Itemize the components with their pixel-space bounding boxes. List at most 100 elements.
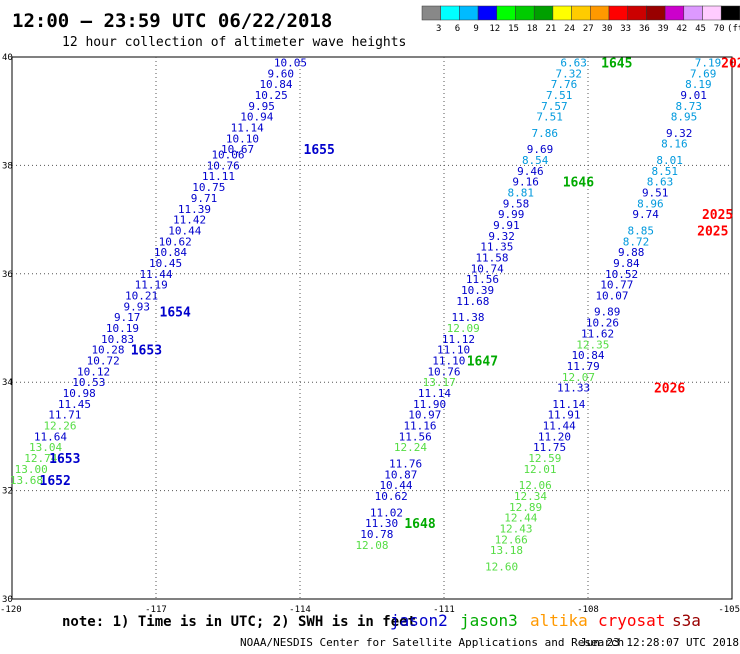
swh-value-label: 9.74: [632, 208, 659, 221]
swh-value-label: 11.42: [173, 214, 206, 227]
swh-value-label: 7.69: [690, 67, 717, 80]
swh-value-label: 11.39: [178, 203, 211, 216]
chart-title: 12:00 – 23:59 UTC 06/22/2018: [12, 10, 332, 32]
swh-value-label: 10.05: [274, 56, 307, 69]
x-tick-label: -111: [433, 605, 455, 615]
plot-frame: [11, 56, 733, 600]
swh-value-label: 11.10: [432, 355, 465, 368]
footer-note: note: 1) Time is in UTC; 2) SWH is in fe…: [62, 614, 416, 630]
colorbar-swatch: [496, 5, 516, 21]
pass-time-label: 2025: [697, 224, 728, 239]
pass-time-label: 1646: [563, 176, 594, 191]
colorbar-label: 27: [583, 24, 594, 34]
colorbar-swatch: [683, 5, 703, 21]
swh-value-label: 10.52: [605, 268, 638, 281]
swh-value-label: 9.01: [680, 89, 707, 102]
swh-value-label: 11.14: [552, 398, 585, 411]
swh-value-label: 7.32: [556, 67, 583, 80]
swh-value-label: 10.28: [91, 344, 124, 357]
satellite-legend-jason2: jason2: [390, 611, 448, 630]
swh-value-label: 9.89: [594, 306, 621, 319]
swh-value-label: 9.95: [248, 100, 275, 113]
swh-value-label: 7.51: [536, 111, 563, 124]
wave-height-points: 10.059.6010.8410.259.9510.9411.1410.1010…: [10, 56, 721, 573]
swh-value-label: 9.60: [268, 67, 295, 80]
swh-value-label: 9.91: [493, 219, 520, 232]
swh-value-label: 13.18: [490, 544, 523, 557]
swh-value-label: 9.69: [527, 143, 554, 156]
swh-value-label: 12.26: [43, 420, 76, 433]
colorbar-swatch: [608, 5, 628, 21]
swh-value-label: 13.68: [10, 474, 43, 487]
satellite-legend: jason2 jason3 altika cryosat s3a: [390, 611, 701, 630]
swh-value-label: 11.68: [456, 295, 489, 308]
y-tick-label: 40: [2, 53, 13, 63]
swh-value-label: 12.43: [499, 523, 532, 536]
swh-value-label: 11.10: [437, 344, 470, 357]
swh-value-label: 12.89: [509, 501, 542, 514]
swh-value-label: 10.53: [72, 376, 105, 389]
colorbar-label: 12: [489, 24, 500, 34]
x-tick-label: -105: [718, 605, 740, 615]
swh-value-label: 8.73: [676, 100, 703, 113]
swh-value-label: 10.10: [226, 132, 259, 145]
pass-time-label: 1645: [601, 56, 632, 71]
y-tick-label: 32: [2, 487, 13, 497]
pass-time-labels: 1655 1654 1653 1653 1652 1645 1646 1647 1648 2024…: [40, 56, 740, 532]
swh-value-label: 10.67: [221, 143, 254, 156]
swh-value-label: 11.58: [475, 252, 508, 265]
swh-value-label: 11.14: [418, 387, 451, 400]
swh-value-label: 12.01: [523, 463, 556, 476]
swh-value-label: 11.30: [365, 517, 398, 530]
swh-value-label: 10.07: [595, 289, 628, 302]
swh-value-label: 10.84: [259, 78, 292, 91]
swh-value-label: 10.45: [149, 257, 182, 270]
swh-value-label: 10.21: [125, 289, 158, 302]
swh-value-label: 10.98: [63, 387, 96, 400]
swh-value-label: 9.32: [488, 230, 515, 243]
pass-time-label: 1648: [404, 517, 435, 532]
swh-value-label: 10.44: [379, 479, 412, 492]
colorbar-swatch: [459, 5, 479, 21]
swh-value-label: 12.09: [447, 322, 480, 335]
swh-value-label: 9.93: [124, 300, 151, 313]
swh-value-label: 13.00: [15, 463, 48, 476]
satellite-legend-altika: altika: [530, 611, 588, 630]
swh-value-label: 7.86: [532, 127, 559, 140]
swh-value-label: 11.91: [547, 409, 580, 422]
axis-tick-labels: -120 -117 -114 -111 -108 -105 30 32 34 36 38 40: [0, 53, 740, 615]
swh-value-label: 10.39: [461, 284, 494, 297]
swh-value-label: 10.83: [101, 333, 134, 346]
swh-value-label: 8.72: [623, 235, 650, 248]
swh-value-label: 8.96: [637, 197, 664, 210]
swh-value-label: 11.38: [451, 311, 484, 324]
swh-value-label: 11.76: [389, 458, 422, 471]
x-tick-label: -114: [289, 605, 311, 615]
swh-value-label: 10.06: [211, 149, 244, 162]
colorbar-label: 15: [508, 24, 519, 34]
colorbar-swatch: [533, 5, 554, 21]
y-tick-label: 36: [2, 270, 13, 280]
swh-value-label: 9.88: [618, 246, 645, 259]
y-tick-label: 30: [2, 595, 13, 605]
colorbar-swatch: [515, 5, 535, 21]
swh-value-label: 11.71: [48, 409, 81, 422]
y-tick-label: 34: [2, 378, 13, 388]
credit-text: NOAA/NESDIS Center for Satellite Applica…: [240, 636, 624, 649]
swh-value-label: 10.78: [360, 528, 393, 541]
colorbar-swatch: [571, 5, 591, 21]
swh-value-label: 7.57: [541, 100, 568, 113]
swh-value-label: 9.71: [191, 192, 218, 205]
swh-value-label: 10.62: [159, 235, 192, 248]
swh-value-label: 10.84: [571, 349, 604, 362]
swh-value-label: 9.51: [642, 187, 669, 200]
swh-value-label: 8.81: [508, 187, 535, 200]
swh-value-label: 10.94: [240, 111, 273, 124]
swh-value-label: 10.12: [77, 365, 110, 378]
colorbar-swatch: [477, 5, 498, 21]
swh-value-label: 13.17: [423, 376, 456, 389]
swh-value-label: 7.19: [695, 56, 722, 69]
swh-value-label: 10.76: [427, 365, 460, 378]
colorbar-swatch: [440, 5, 460, 21]
